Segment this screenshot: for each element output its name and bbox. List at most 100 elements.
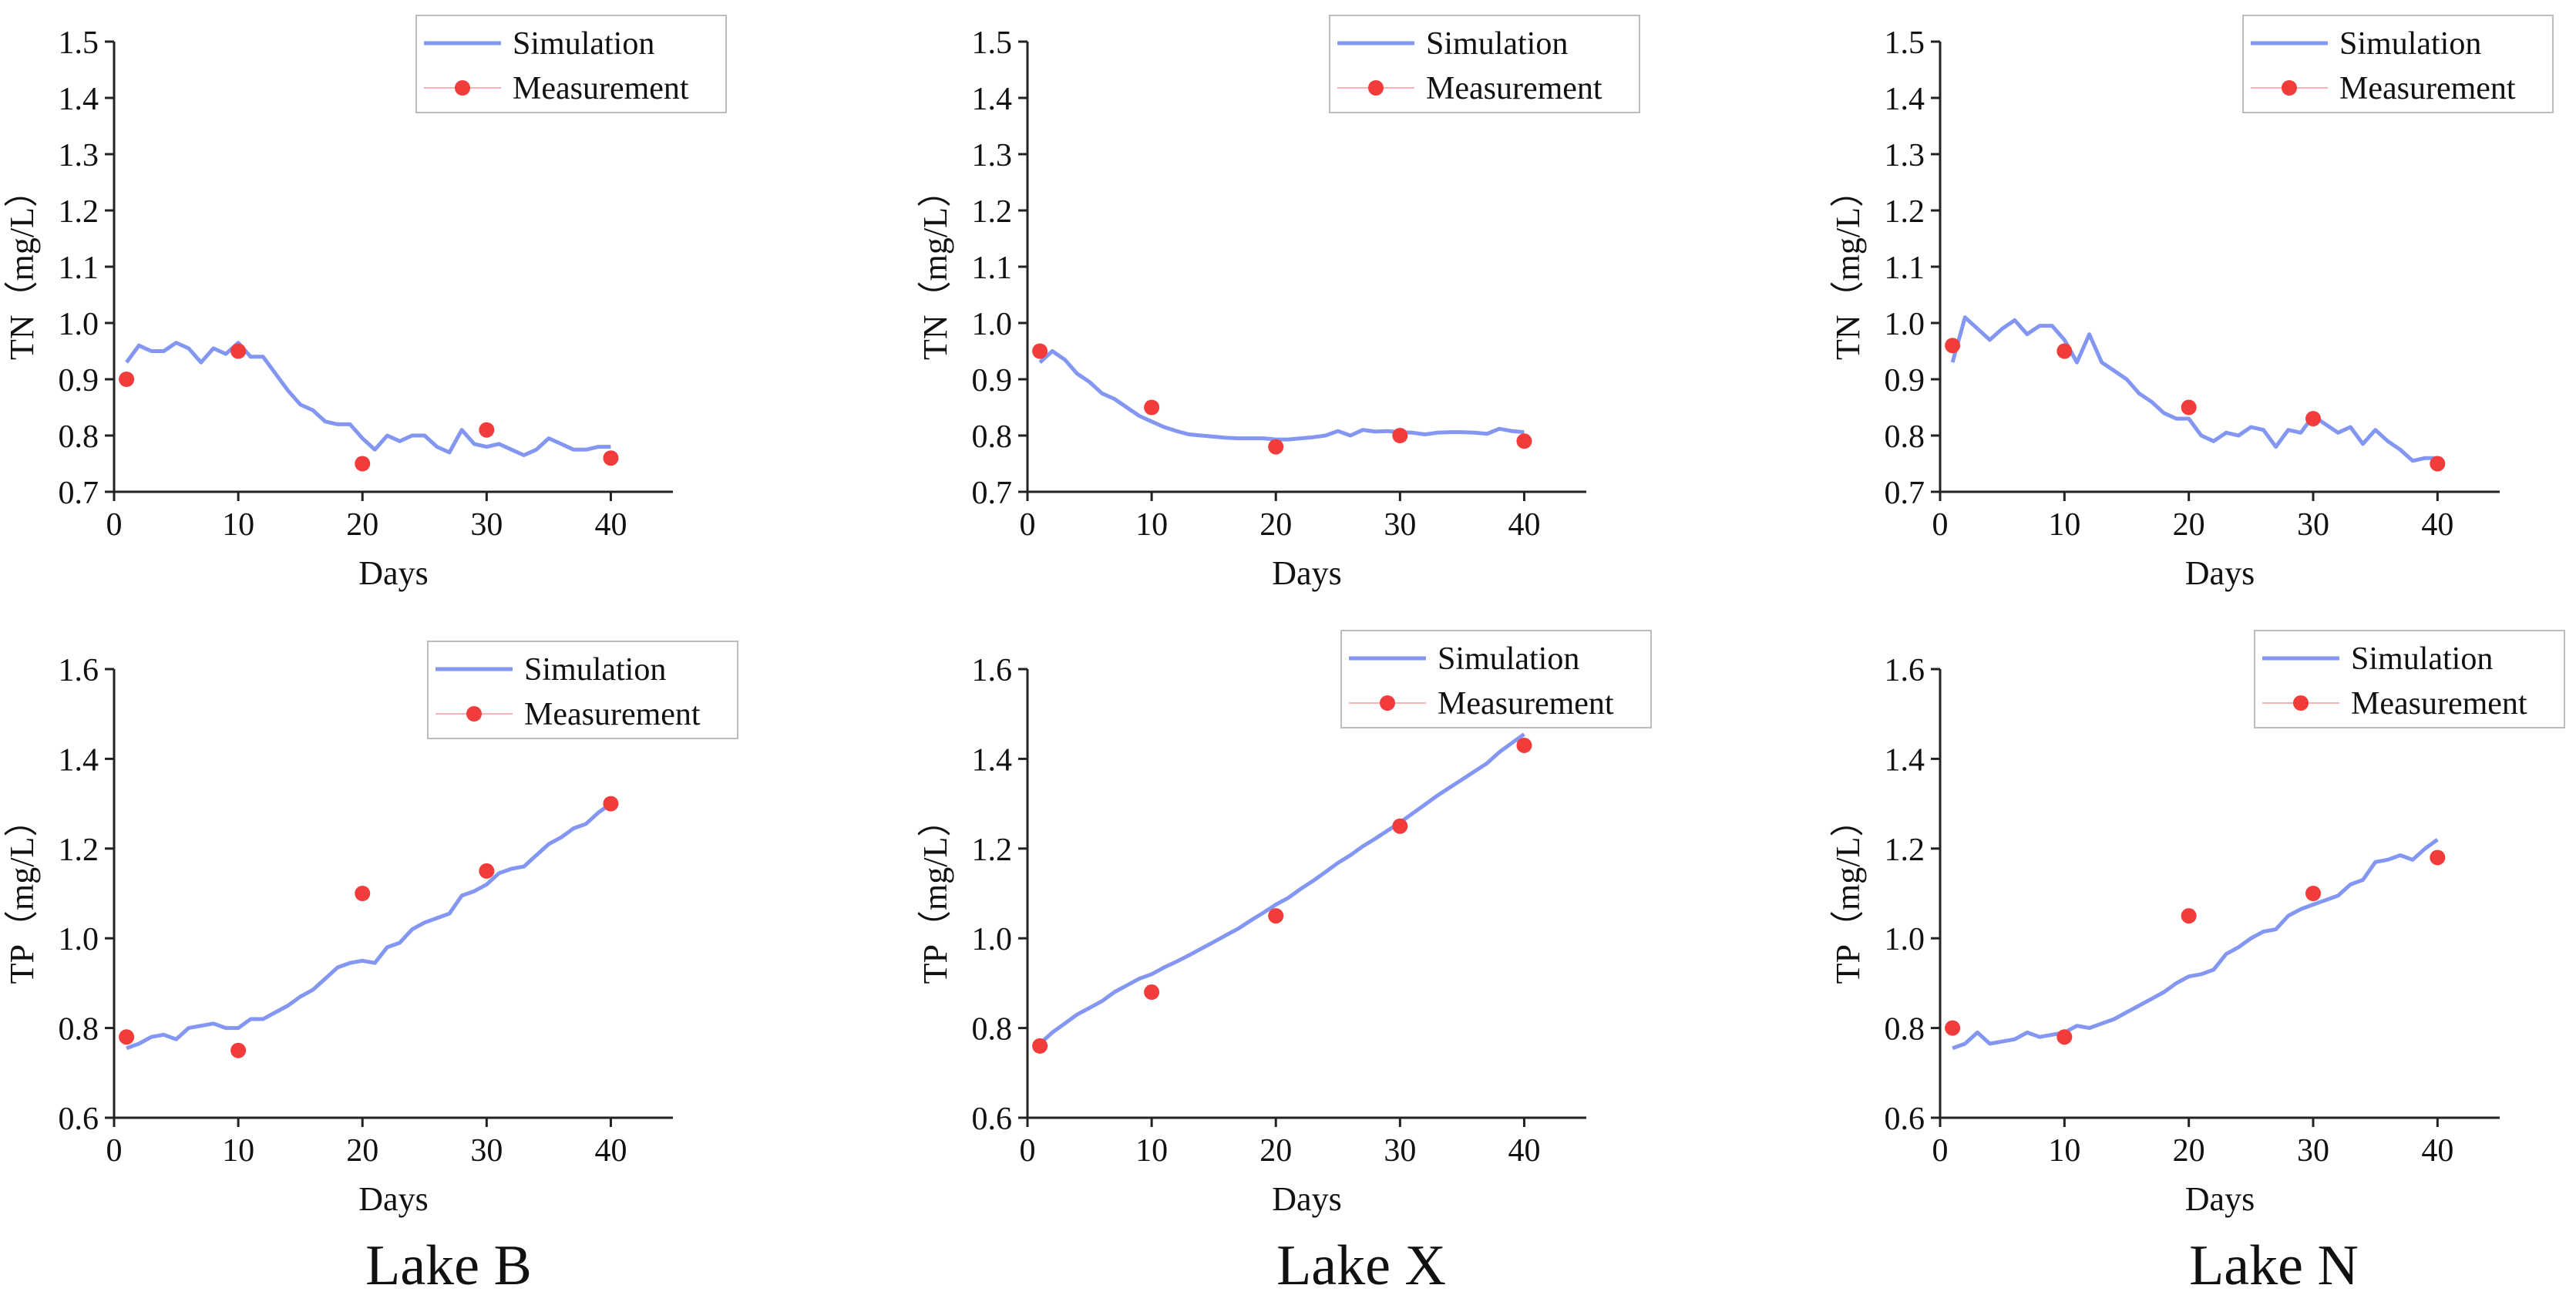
chart-tp-lake-b: 0.6 0.8 1.0 1.2 1.4 1.6 0 10 20 30 40 Days TP（mg/L） S… <box>3 641 738 1218</box>
lake-label-n: Lake N <box>2189 1234 2359 1297</box>
y-axis-title: TN（mg/L） <box>916 173 954 360</box>
y-tick-label: 1.1 <box>59 251 99 286</box>
legend-simulation-label: Simulation <box>1426 26 1568 62</box>
x-tick-label: 20 <box>346 1133 378 1169</box>
y-axis-title: TN（mg/L） <box>3 173 41 360</box>
x-tick-label: 10 <box>1135 1133 1168 1169</box>
legend-box <box>2242 15 2554 113</box>
measurement-point <box>1144 984 1160 1001</box>
measurement-point <box>2181 908 2197 924</box>
x-tick-label: 20 <box>2173 507 2205 543</box>
legend-measurement-label: Measurement <box>1438 686 1614 722</box>
measurement-point <box>2056 343 2073 359</box>
measurement-point <box>2430 849 2446 866</box>
y-tick-label: 0.7 <box>1885 476 1925 511</box>
x-tick-label: 10 <box>2048 1133 2080 1169</box>
simulation-line <box>126 802 612 1051</box>
simulation-line <box>1952 838 2439 1051</box>
y-tick-label: 1.2 <box>59 833 99 868</box>
legend: Simulation Measurement <box>2242 15 2554 113</box>
x-tick-label: 40 <box>1508 507 1540 543</box>
measurement-point <box>2305 411 2321 427</box>
measurement-point <box>603 450 619 466</box>
measurement-point <box>1268 439 1284 455</box>
measurement-point <box>1268 908 1284 924</box>
legend-measurement-label: Measurement <box>2351 686 2527 722</box>
y-axis-title: TP（mg/L） <box>3 803 41 984</box>
y-tick-label: 0.8 <box>59 1012 99 1048</box>
legend-simulation-label: Simulation <box>1438 641 1579 677</box>
legend: Simulation Measurement <box>415 15 727 113</box>
x-tick-label: 0 <box>1020 507 1036 543</box>
x-tick-label: 40 <box>2421 507 2453 543</box>
x-tick-label: 0 <box>1020 1133 1036 1169</box>
y-tick-label: 1.2 <box>1885 833 1925 868</box>
measurement-point <box>1144 399 1160 415</box>
measurement-point <box>119 1029 135 1045</box>
x-tick-label: 20 <box>346 507 378 543</box>
x-tick-label: 10 <box>1135 507 1168 543</box>
measurement-point <box>479 422 495 438</box>
y-tick-label: 0.8 <box>59 419 99 455</box>
y-tick-label: 1.4 <box>972 742 1013 778</box>
y-tick-label: 0.9 <box>972 363 1013 399</box>
x-tick-label: 40 <box>594 1133 627 1169</box>
y-tick-label: 1.1 <box>972 251 1013 286</box>
legend-simulation-label: Simulation <box>2339 26 2481 62</box>
x-tick-label: 30 <box>1384 507 1416 543</box>
x-tick-label: 40 <box>2421 1133 2453 1169</box>
measurement-point <box>119 372 135 387</box>
x-axis-title: Days <box>2185 1180 2255 1218</box>
y-tick-label: 1.3 <box>59 138 99 173</box>
y-tick-label: 1.4 <box>972 82 1013 117</box>
measurement-point <box>1032 1038 1048 1054</box>
y-tick-label: 1.4 <box>59 742 99 778</box>
measurement-point <box>1945 338 1961 354</box>
x-tick-label: 10 <box>222 507 254 543</box>
y-axis-title: TP（mg/L） <box>1829 803 1867 984</box>
measurement-point <box>1032 343 1048 359</box>
legend-simulation-label: Simulation <box>2351 641 2493 677</box>
legend: Simulation Measurement <box>2254 630 2565 728</box>
y-tick-label: 1.6 <box>59 653 99 688</box>
y-tick-label: 1.3 <box>972 138 1013 173</box>
legend-measurement-label: Measurement <box>2339 71 2516 106</box>
y-tick-label: 1.0 <box>972 307 1013 342</box>
measurement-point <box>355 456 371 472</box>
legend-simulation-label: Simulation <box>513 26 654 62</box>
measurement-point <box>1516 737 1532 753</box>
y-tick-label: 1.0 <box>972 922 1013 957</box>
y-tick-label: 1.2 <box>1885 194 1925 230</box>
y-tick-label: 0.6 <box>59 1102 99 1137</box>
y-axis-title: TP（mg/L） <box>916 803 954 984</box>
y-tick-label: 1.0 <box>59 922 99 957</box>
legend: Simulation Measurement <box>1329 15 1640 113</box>
x-axis-title: Days <box>1272 554 1341 592</box>
simulation-line <box>125 341 611 457</box>
legend-measurement-swatch <box>1380 695 1395 711</box>
chart-tp-lake-x: 0.6 0.8 1.0 1.2 1.4 1.6 0 10 20 30 40 Days TP（mg/L） S… <box>916 630 1652 1218</box>
y-tick-label: 1.4 <box>1885 82 1925 117</box>
x-axis-title: Days <box>358 554 428 592</box>
legend-measurement-label: Measurement <box>1426 71 1602 106</box>
y-tick-label: 0.6 <box>1885 1102 1925 1137</box>
x-tick-label: 30 <box>470 1133 503 1169</box>
legend: Simulation Measurement <box>1340 630 1652 728</box>
x-tick-label: 30 <box>1384 1133 1416 1169</box>
lake-label-x: Lake X <box>1276 1234 1446 1297</box>
y-tick-label: 1.4 <box>1885 742 1925 778</box>
legend-box <box>2254 630 2565 728</box>
x-axis-title: Days <box>1272 1180 1341 1218</box>
legend-measurement-label: Measurement <box>524 697 701 732</box>
y-tick-label: 1.1 <box>1885 251 1925 286</box>
legend-box <box>415 15 727 113</box>
measurement-point <box>1516 433 1532 449</box>
lake-label-b: Lake B <box>365 1234 532 1297</box>
y-tick-label: 0.8 <box>1885 419 1925 455</box>
y-tick-label: 0.9 <box>59 363 99 399</box>
measurement-point <box>355 886 371 901</box>
x-tick-label: 30 <box>2297 1133 2329 1169</box>
simulation-line <box>1038 349 1525 442</box>
x-axis-title: Days <box>358 1180 428 1218</box>
legend-measurement-swatch <box>1368 80 1384 96</box>
